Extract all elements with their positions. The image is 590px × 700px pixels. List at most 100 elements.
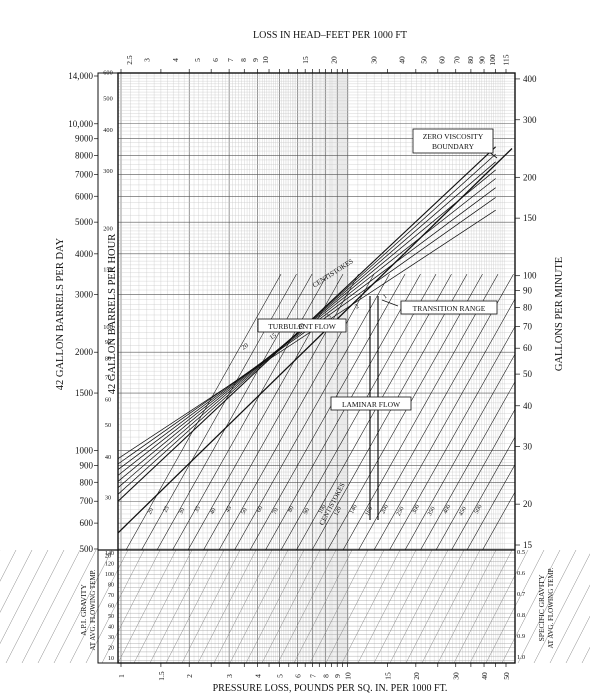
laminar-flow-line bbox=[234, 273, 390, 551]
laminar-flow-line bbox=[482, 492, 516, 551]
gallons-per-minute-tick-label: 20 bbox=[523, 499, 533, 509]
laminar-flow-line bbox=[218, 273, 375, 551]
api-gravity-label-line2: AT AVG. FLOWING TEMP. bbox=[89, 569, 97, 650]
laminar-flow-label: LAMINAR FLOW bbox=[342, 400, 401, 409]
top-tick-label: 100 bbox=[488, 54, 497, 66]
barrels-per-hour-tick-label: 500 bbox=[103, 95, 112, 102]
gravity-hatch-diagonal bbox=[261, 549, 321, 664]
laminar-flow-line bbox=[125, 273, 282, 551]
gallons-per-minute-tick-label: 150 bbox=[523, 213, 537, 223]
barrels-per-hour-axis-label: 42 GALLON BARRELS PER HOUR bbox=[107, 234, 118, 394]
top-tick-label: 6 bbox=[211, 58, 220, 62]
laminar-flow-line bbox=[358, 273, 514, 551]
laminar-viscosity-label: 450 bbox=[457, 506, 468, 517]
laminar-viscosity-label: 160 bbox=[364, 506, 375, 517]
specific-gravity-tick-label: 0.9 bbox=[517, 633, 525, 640]
gravity-hatch-diagonal bbox=[229, 549, 289, 664]
barrels-per-hour-tick-label: 90 bbox=[105, 339, 111, 346]
gravity-hatch-diagonal bbox=[421, 549, 481, 664]
laminar-viscosity-label: 80 bbox=[287, 505, 296, 514]
barrels-per-hour-tick-label: 20 bbox=[105, 552, 111, 559]
top-tick-label: 30 bbox=[369, 56, 378, 64]
barrels-per-day-tick-label: 7000 bbox=[75, 169, 94, 179]
laminar-flow-line bbox=[420, 381, 516, 551]
barrels-per-hour-tick-label: 400 bbox=[103, 127, 112, 134]
laminar-viscosity-label: 300 bbox=[411, 504, 422, 515]
api-gravity-tick-label: 140 bbox=[105, 551, 114, 557]
laminar-viscosity-label: 30 bbox=[177, 507, 186, 516]
gravity-hatch-diagonal bbox=[453, 549, 513, 664]
top-tick-label: 2.5 bbox=[125, 55, 134, 65]
turbulent-flow-line bbox=[117, 209, 496, 459]
laminar-viscosity-label: 350 bbox=[426, 506, 437, 517]
bottom-tick-label: 8 bbox=[322, 674, 331, 678]
gravity-hatch-diagonal bbox=[373, 549, 433, 664]
laminar-viscosity-label: 250 bbox=[395, 506, 406, 517]
gravity-hatch-diagonal bbox=[389, 549, 449, 664]
barrels-per-hour-tick-label: 30 bbox=[105, 495, 111, 502]
gravity-hatch-diagonal bbox=[165, 549, 225, 664]
gravity-hatch-diagonal bbox=[117, 549, 177, 664]
bottom-tick-label: 30 bbox=[452, 672, 461, 680]
laminar-flow-line bbox=[404, 354, 516, 551]
barrels-per-day-tick-label: 500 bbox=[80, 544, 94, 554]
barrels-per-hour-tick-label: 100 bbox=[103, 324, 112, 331]
laminar-viscosity-label: 45 bbox=[224, 505, 233, 514]
gravity-hatch-diagonal bbox=[309, 549, 369, 664]
barrels-per-day-axis-label: 42 GALLON BARRELS PER DAY bbox=[55, 237, 66, 390]
barrels-per-hour-tick-label: 600 bbox=[103, 70, 112, 77]
barrels-per-hour-tick-label: 200 bbox=[103, 225, 112, 232]
laminar-viscosity-label: 60 bbox=[255, 505, 264, 514]
barrels-per-day-tick-label: 10,000 bbox=[68, 119, 93, 129]
top-tick-label: 9 bbox=[251, 58, 260, 62]
top-tick-label: 10 bbox=[261, 56, 270, 64]
api-gravity-tick-label: 100 bbox=[105, 572, 114, 578]
barrels-per-day-tick-label: 9000 bbox=[75, 134, 94, 144]
bottom-tick-label: 3 bbox=[225, 674, 234, 678]
gallons-per-minute-tick-label: 50 bbox=[523, 369, 533, 379]
gallons-per-minute-tick-label: 70 bbox=[523, 321, 533, 331]
barrels-per-day-tick-label: 8000 bbox=[75, 150, 94, 160]
barrels-per-day-tick-label: 4000 bbox=[75, 249, 94, 259]
laminar-viscosity-label: 90 bbox=[302, 507, 311, 516]
gravity-hatch-diagonal bbox=[501, 549, 561, 664]
laminar-viscosity-label: 50 bbox=[240, 507, 249, 516]
top-tick-label: 7 bbox=[226, 58, 235, 62]
specific-gravity-tick-label: 0.7 bbox=[517, 591, 526, 598]
gravity-hatch-diagonal bbox=[37, 549, 97, 664]
turbulent-flow-label: TURBULENT FLOW bbox=[268, 322, 336, 331]
bottom-tick-label: 1.5 bbox=[157, 671, 166, 681]
gravity-hatch-diagonal bbox=[5, 549, 65, 664]
gravity-hatch-diagonal bbox=[197, 549, 257, 664]
laminar-flow-line bbox=[342, 273, 499, 551]
turbulent-viscosity-label: 1 bbox=[382, 293, 389, 301]
gravity-hatch-diagonal bbox=[437, 549, 497, 664]
laminar-flow-line bbox=[265, 273, 421, 551]
gravity-hatch-diagonal bbox=[85, 549, 145, 664]
api-gravity-tick-label: 60 bbox=[108, 604, 114, 610]
laminar-viscosity-label: 120 bbox=[333, 506, 344, 517]
laminar-viscosity-label: 20 bbox=[146, 507, 155, 516]
gravity-hatch-diagonal bbox=[293, 549, 353, 664]
turbulent-viscosity-label: 2 bbox=[354, 303, 361, 311]
bottom-tick-label: 50 bbox=[502, 672, 511, 680]
gravity-hatch-diagonal bbox=[533, 553, 590, 664]
barrels-per-hour-tick-label: 50 bbox=[105, 422, 111, 429]
barrels-per-hour-tick-label: 40 bbox=[105, 454, 111, 461]
barrels-per-day-tick-label: 3000 bbox=[75, 290, 94, 300]
laminar-flow-line bbox=[373, 298, 516, 551]
gallons-per-minute-tick-label: 15 bbox=[523, 540, 533, 550]
barrels-per-day-tick-label: 800 bbox=[80, 477, 94, 487]
api-gravity-tick-label: 70 bbox=[108, 593, 114, 599]
bottom-tick-label: 2 bbox=[185, 674, 194, 678]
laminar-flow-line bbox=[296, 273, 452, 551]
gallons-per-minute-tick-label: 60 bbox=[523, 343, 533, 353]
top-tick-label: 3 bbox=[143, 58, 152, 62]
barrels-per-hour-tick-label: 80 bbox=[105, 356, 111, 363]
bottom-tick-label: 7 bbox=[309, 674, 318, 678]
laminar-viscosity-label: 25 bbox=[162, 505, 171, 514]
top-tick-label: 5 bbox=[193, 58, 202, 62]
specific-gravity-label-line2: AT AVG. FLOWING TEMP. bbox=[547, 567, 555, 648]
zero-viscosity-label-line2: BOUNDARY bbox=[432, 142, 475, 151]
gallons-per-minute-tick-label: 300 bbox=[523, 115, 537, 125]
